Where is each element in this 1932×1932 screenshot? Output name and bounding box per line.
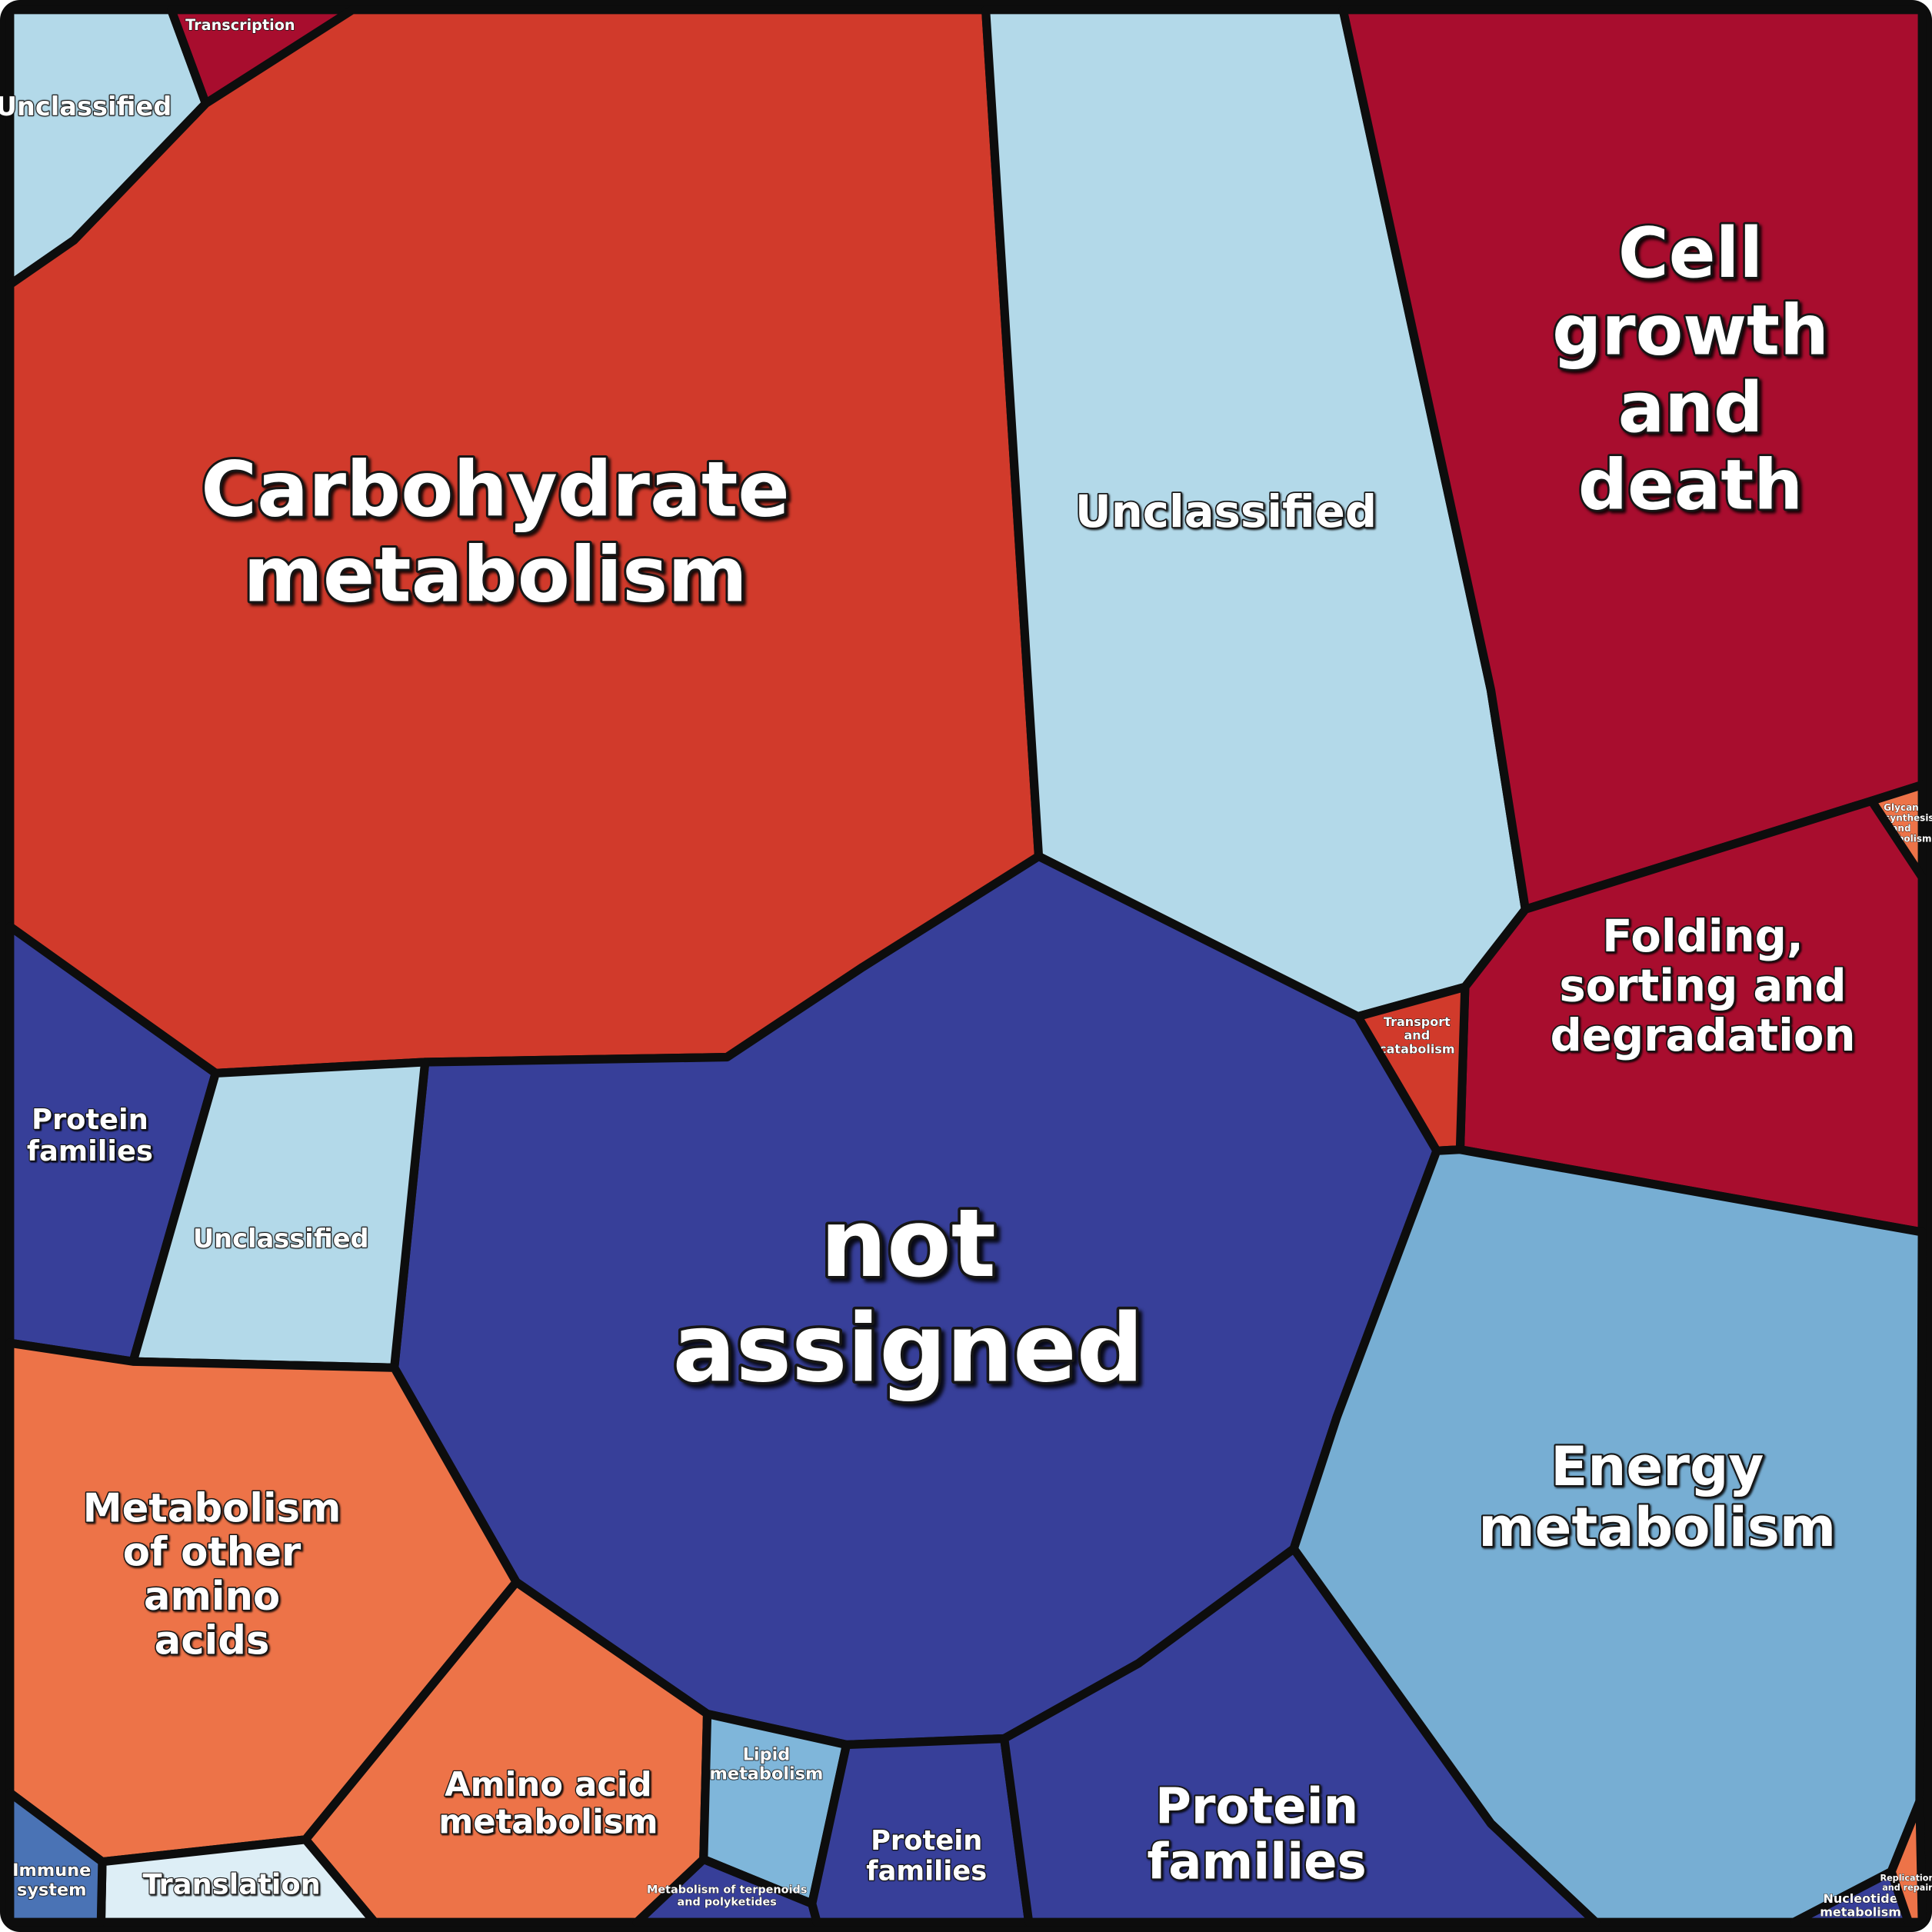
cell-protein-families-big[interactable] (1000, 1544, 1601, 1927)
cell-replication-and-repair[interactable] (1887, 1797, 1927, 1927)
cell-carbohydrate-metabolism[interactable] (5, 5, 1044, 1078)
cell-protein-families-small[interactable] (808, 1734, 1034, 1927)
cell-group-protein-families-small: Protein families (808, 1734, 1034, 1927)
cell-immune-system[interactable] (5, 1788, 107, 1927)
cell-group-carbohydrate-metabolism: Carbohydrate metabolism (5, 5, 1044, 1078)
